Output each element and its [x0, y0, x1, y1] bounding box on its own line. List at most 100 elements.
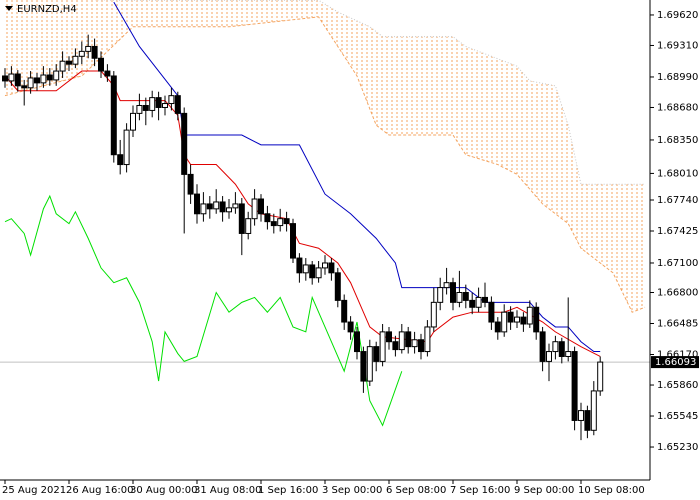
candle-body — [290, 223, 296, 259]
title-arrow — [5, 6, 13, 11]
candle-body — [354, 331, 360, 353]
y-tick-label: 1.66170 — [657, 350, 698, 361]
indicator-line — [4, 194, 403, 427]
candle-body — [85, 45, 92, 52]
candle-body — [296, 257, 303, 274]
candle-body — [488, 301, 495, 323]
candle-body — [584, 410, 591, 431]
y-tick-label: 1.67740 — [657, 195, 698, 206]
candle-body — [40, 74, 47, 84]
candle-body — [8, 73, 15, 82]
y-tick-label: 1.65545 — [657, 411, 698, 422]
x-tick-label: 7 Sep 16:00 — [450, 485, 510, 496]
candle-body — [104, 70, 111, 77]
x-tick-label: 1 Sep 16:00 — [258, 485, 318, 496]
candle-body — [437, 287, 444, 303]
candle-body — [53, 70, 60, 81]
y-tick-label: 1.67100 — [657, 258, 698, 269]
y-tick-label: 1.67425 — [657, 226, 698, 237]
x-tick-label: 31 Aug 08:00 — [194, 485, 261, 496]
candle-body — [411, 339, 418, 348]
candle-body — [392, 341, 399, 351]
candle-body — [526, 306, 533, 325]
candle-body — [270, 221, 277, 227]
candle-body — [130, 112, 136, 131]
candle-body — [206, 203, 213, 210]
y-tick-label: 1.68990 — [657, 72, 698, 83]
y-tick-label: 1.68010 — [657, 168, 698, 179]
candle-body — [78, 50, 85, 57]
candle-body — [558, 341, 565, 357]
candle-body — [21, 85, 28, 89]
candle-body — [309, 264, 316, 279]
candle-body — [501, 311, 508, 333]
candle-body — [251, 198, 258, 220]
candle-body — [168, 95, 175, 105]
candle-body — [258, 198, 264, 215]
y-tick-label: 1.69620 — [657, 10, 698, 21]
candle-body — [552, 341, 559, 353]
candle-body — [14, 73, 21, 87]
candle-body — [424, 326, 431, 353]
candle-body — [72, 55, 79, 65]
candle-body — [155, 97, 162, 108]
candle-body — [98, 57, 104, 72]
candle-body — [123, 129, 130, 166]
candle-body — [443, 282, 450, 289]
x-tick-label: 26 Aug 16:00 — [66, 485, 133, 496]
candle-body — [475, 296, 482, 308]
candle-body — [546, 351, 552, 362]
candle-body — [110, 75, 117, 156]
candle-body — [66, 60, 72, 65]
candle-body — [539, 331, 546, 362]
candle-body — [590, 390, 597, 431]
candle-body — [277, 218, 284, 227]
candle-body — [430, 301, 437, 328]
candle-body — [398, 331, 405, 351]
y-tick-label: 1.65860 — [657, 380, 698, 391]
y-tick-label: 1.68680 — [657, 102, 698, 113]
candle-body — [462, 292, 469, 301]
candle-body — [226, 207, 232, 213]
candle-body — [565, 351, 572, 357]
candle-body — [578, 410, 584, 421]
x-tick-label: 10 Sep 08:00 — [578, 485, 645, 496]
y-tick-label: 1.69310 — [657, 40, 698, 51]
chart-title: EURNZD,H4 — [17, 4, 77, 15]
candle-body — [347, 321, 354, 333]
candle-body — [456, 292, 463, 303]
candle-body — [482, 296, 488, 303]
candle-body — [450, 282, 456, 303]
ichimoku-cloud — [5, 0, 645, 313]
indicator-line — [113, 1, 601, 353]
candle-body — [469, 299, 476, 308]
last-price-label: 1.66093 — [655, 357, 696, 368]
x-tick-label: 3 Sep 00:00 — [322, 485, 382, 496]
candle-body — [360, 351, 367, 382]
candle-body — [379, 331, 386, 362]
candle-body — [405, 331, 412, 348]
last-price-box — [651, 356, 699, 369]
candle-body — [174, 95, 181, 114]
candle-body — [533, 306, 540, 333]
y-tick-label: 1.65230 — [657, 442, 698, 453]
candle-body — [494, 321, 501, 333]
candle-body — [213, 201, 220, 210]
candle-body — [91, 45, 98, 59]
candle-body — [520, 316, 527, 325]
y-tick-label: 1.66485 — [657, 319, 698, 330]
y-tick-label: 1.66800 — [657, 288, 698, 299]
candle-body — [194, 193, 200, 215]
candle-body — [341, 299, 348, 323]
candle-body — [597, 361, 604, 392]
candle-body — [232, 203, 239, 209]
candle-body — [200, 203, 207, 215]
candle-body — [366, 346, 373, 382]
candle-body — [219, 201, 226, 213]
candle-body — [571, 351, 578, 421]
candle-body — [136, 105, 143, 114]
candle-body — [386, 331, 392, 343]
candle-body — [187, 173, 194, 195]
candle-body — [34, 77, 40, 84]
